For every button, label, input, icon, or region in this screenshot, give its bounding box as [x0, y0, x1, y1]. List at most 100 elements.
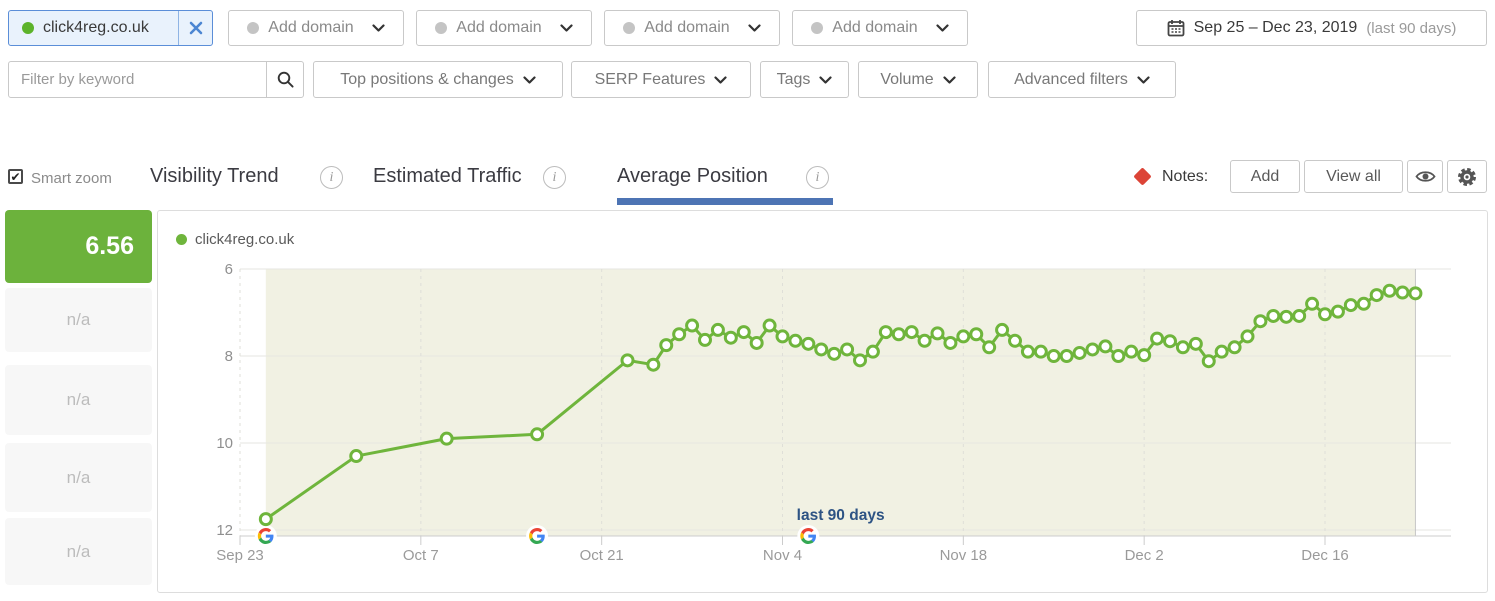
- data-point: [1059, 349, 1074, 363]
- filter-advanced[interactable]: Advanced filters: [988, 61, 1176, 98]
- notes-diamond-icon: [1133, 167, 1152, 186]
- filter-label: Top positions & changes: [340, 70, 514, 88]
- data-point: [982, 340, 997, 355]
- data-point: [1163, 334, 1178, 349]
- data-point: [685, 318, 700, 333]
- eye-icon: [1414, 171, 1436, 182]
- data-point: [788, 333, 803, 348]
- notes-label: Notes:: [1162, 168, 1209, 185]
- svg-text:Sep 23: Sep 23: [216, 547, 264, 564]
- data-point: [956, 329, 971, 344]
- data-point: [1046, 349, 1061, 363]
- svg-text:Nov 18: Nov 18: [940, 547, 988, 564]
- chevron-down-icon: [714, 75, 728, 84]
- chevron-down-icon: [936, 24, 949, 32]
- data-point: [1085, 342, 1100, 357]
- data-point: [736, 325, 751, 340]
- keyword-filter-input[interactable]: [9, 62, 266, 97]
- close-domain-button[interactable]: [178, 11, 212, 45]
- filter-serp-features[interactable]: SERP Features: [571, 61, 751, 98]
- add-domain-slot-2[interactable]: Add domain: [416, 10, 592, 46]
- data-point: [1395, 285, 1410, 300]
- data-point: [1382, 283, 1397, 298]
- data-point: [1318, 307, 1333, 322]
- svg-text:6: 6: [225, 261, 233, 278]
- tab-average-position[interactable]: Average Position: [617, 165, 768, 187]
- domain-tab-label: click4reg.co.uk: [43, 19, 149, 36]
- data-point: [1279, 309, 1294, 324]
- info-icon[interactable]: i: [806, 166, 829, 189]
- data-point: [698, 332, 713, 347]
- data-point: [659, 338, 674, 353]
- add-domain-slot-3[interactable]: Add domain: [604, 10, 780, 46]
- chevron-down-icon: [943, 75, 956, 84]
- filter-label: SERP Features: [594, 70, 706, 88]
- data-point: [1137, 348, 1152, 363]
- calendar-icon: [1167, 20, 1185, 37]
- keyword-filter: [8, 61, 304, 98]
- add-domain-label: Add domain: [456, 19, 542, 36]
- avg-position-na-value: n/a: [5, 365, 152, 435]
- data-point: [723, 330, 738, 345]
- data-point: [904, 325, 919, 340]
- data-point: [840, 342, 855, 357]
- notes-visibility-button[interactable]: [1407, 160, 1443, 193]
- svg-text:last 90 days: last 90 days: [797, 507, 885, 524]
- date-range-label: Sep 25 – Dec 23, 2019: [1193, 19, 1358, 36]
- data-point: [1292, 308, 1307, 323]
- filter-top-positions[interactable]: Top positions & changes: [313, 61, 563, 98]
- data-point: [1343, 298, 1358, 313]
- data-point: [1008, 333, 1023, 348]
- info-icon[interactable]: i: [320, 166, 343, 189]
- add-domain-slot-4[interactable]: Add domain: [792, 10, 968, 46]
- data-point: [1214, 344, 1229, 359]
- svg-text:Oct 7: Oct 7: [403, 547, 439, 564]
- data-point: [710, 322, 725, 337]
- date-range-picker[interactable]: Sep 25 – Dec 23, 2019 (last 90 days): [1136, 10, 1487, 46]
- data-point: [1356, 296, 1371, 311]
- data-point: [1369, 288, 1384, 303]
- add-domain-label: Add domain: [268, 19, 354, 36]
- data-point: [775, 329, 790, 344]
- data-point: [1188, 336, 1203, 351]
- data-point: [827, 346, 842, 361]
- search-button[interactable]: [266, 62, 303, 97]
- domain-tab[interactable]: click4reg.co.uk: [8, 10, 213, 46]
- data-point: [995, 322, 1010, 337]
- data-point: [439, 431, 454, 446]
- data-point: [1020, 344, 1035, 359]
- smart-zoom-checkbox[interactable]: ✔: [8, 169, 23, 184]
- data-point: [349, 449, 364, 464]
- data-point: [762, 318, 777, 333]
- legend-label: click4reg.co.uk: [195, 231, 295, 248]
- data-point: [853, 353, 868, 368]
- tab-visibility-trend[interactable]: Visibility Trend: [150, 165, 279, 187]
- domain-placeholder-dot: [247, 22, 260, 34]
- filter-tags[interactable]: Tags: [760, 61, 849, 98]
- data-point: [814, 342, 829, 357]
- notes-view-all-button[interactable]: View all: [1304, 160, 1403, 193]
- add-domain-slot-1[interactable]: Add domain: [228, 10, 404, 46]
- average-position-chart[interactable]: 6 8 10 12 Sep 23 Oct 7 Oct 21 Nov 4 Nov 18 Dec 2 D…: [158, 211, 1489, 594]
- data-point: [969, 327, 984, 342]
- search-icon: [277, 71, 294, 88]
- svg-text:Dec 2: Dec 2: [1125, 547, 1164, 564]
- filter-volume[interactable]: Volume: [858, 61, 978, 98]
- add-domain-label: Add domain: [832, 19, 918, 36]
- data-point: [1266, 308, 1281, 323]
- data-point: [1098, 339, 1113, 354]
- avg-position-na-value: n/a: [5, 443, 152, 512]
- active-tab-underline: [617, 198, 833, 205]
- svg-text:Nov 4: Nov 4: [763, 547, 802, 564]
- data-point: [801, 336, 816, 351]
- info-icon[interactable]: i: [543, 166, 566, 189]
- data-point: [1124, 344, 1139, 359]
- chevron-down-icon: [748, 24, 761, 32]
- data-point: [1033, 344, 1048, 359]
- svg-text:Dec 16: Dec 16: [1301, 547, 1349, 564]
- chart-settings-button[interactable]: [1447, 160, 1487, 193]
- tab-estimated-traffic[interactable]: Estimated Traffic: [373, 165, 522, 187]
- data-point: [891, 327, 906, 342]
- notes-add-button[interactable]: Add: [1230, 160, 1300, 193]
- data-point: [1253, 314, 1268, 329]
